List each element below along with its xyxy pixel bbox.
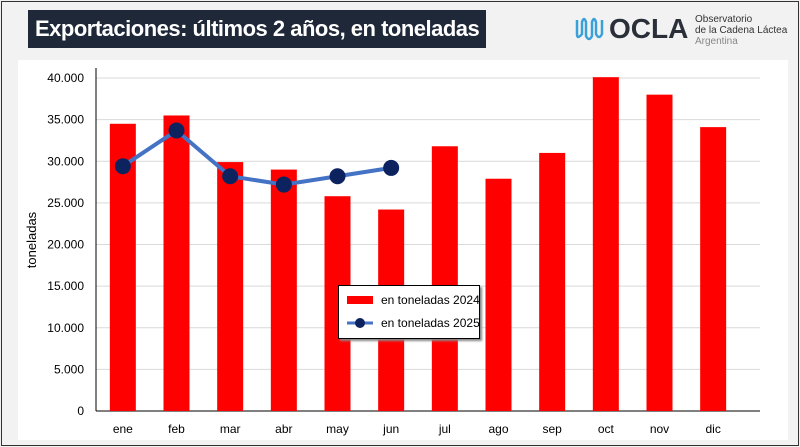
x-tick-label: sep xyxy=(542,422,562,436)
bar-abr xyxy=(270,169,297,411)
bar-feb xyxy=(163,115,190,412)
point-feb xyxy=(168,122,185,139)
x-tick-label: may xyxy=(326,422,349,436)
bar-mar xyxy=(217,162,244,411)
legend: en toneladas 2024 en toneladas 2025 xyxy=(338,285,480,339)
ocla-logo: OCLA Observatorio de la Cadena Láctea Arge… xyxy=(575,10,797,50)
chart-title: Exportaciones: últimos 2 años, en tonela… xyxy=(28,10,487,48)
legend-item-2025: en toneladas 2025 xyxy=(347,316,480,330)
line-2025 xyxy=(121,127,392,187)
y-tick-label: 35.000 xyxy=(47,113,84,127)
x-tick-label: jul xyxy=(438,422,451,436)
point-abr xyxy=(275,176,292,193)
point-may xyxy=(329,168,346,185)
y-tick-label: 40.000 xyxy=(47,71,84,85)
point-jun xyxy=(383,159,400,176)
bar-nov xyxy=(646,94,673,412)
x-tick-label: mar xyxy=(220,422,241,436)
legend-swatch-line xyxy=(347,318,373,328)
x-tick-label: nov xyxy=(650,422,669,436)
bar-sep xyxy=(539,152,566,412)
y-tick-label: 15.000 xyxy=(47,279,84,293)
x-tick-label: jun xyxy=(382,422,399,436)
legend-swatch-bar xyxy=(347,296,373,304)
x-tick-label: dic xyxy=(705,422,720,436)
x-tick-label: feb xyxy=(168,422,185,436)
x-tick-label: oct xyxy=(598,422,615,436)
x-tick-label: ene xyxy=(113,422,133,436)
y-tick-label: 30.000 xyxy=(47,154,84,168)
bar-ago xyxy=(485,178,512,411)
wave-logo-icon xyxy=(575,17,604,41)
y-tick-label: 20.000 xyxy=(47,238,84,252)
point-ene xyxy=(114,158,131,175)
x-tick-label: ago xyxy=(488,422,508,436)
y-tick-label: 0 xyxy=(77,404,84,418)
bar-jul xyxy=(431,146,458,411)
x-tick-label: abr xyxy=(275,422,292,436)
y-tick-label: 5.000 xyxy=(54,362,84,376)
bar-oct xyxy=(592,77,619,411)
point-mar xyxy=(222,168,239,185)
y-tick-label: 10.000 xyxy=(47,321,84,335)
bar-dic xyxy=(700,127,727,412)
legend-item-2024: en toneladas 2024 xyxy=(347,293,480,307)
y-axis-label: toneladas xyxy=(24,211,39,268)
y-tick-label: 25.000 xyxy=(47,196,84,210)
